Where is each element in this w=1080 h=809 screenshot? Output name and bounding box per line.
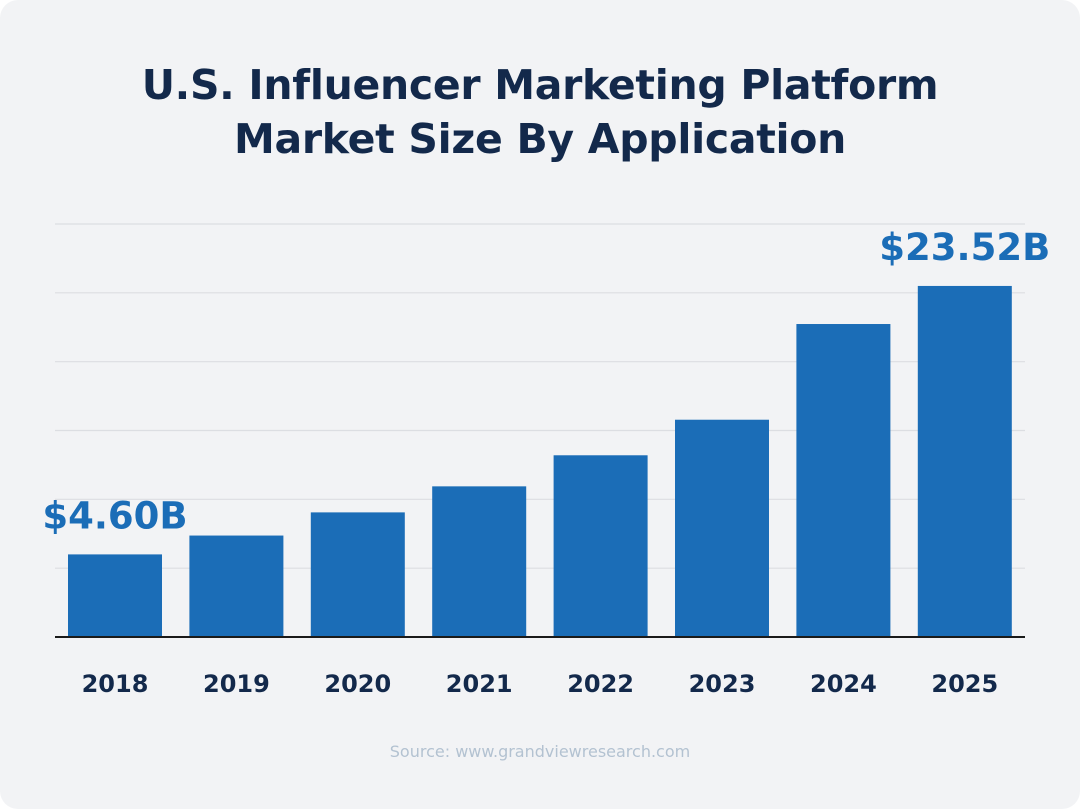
chart-title-line-2: Market Size By Application: [233, 115, 847, 163]
bar-2024: [796, 324, 891, 637]
source-note: Source: www.grandviewresearch.com: [389, 742, 691, 761]
x-tick-label: 2025: [931, 670, 998, 698]
bars: [68, 285, 1012, 637]
data-labels: $4.60B $23.52B: [42, 226, 1050, 537]
bar-2019: [189, 535, 284, 637]
chart-title: U.S. Influencer Marketing Platform Marke…: [0, 58, 1080, 166]
x-tick-label: 2022: [567, 670, 634, 698]
x-tick-label: 2018: [82, 670, 149, 698]
chart-title-line-1: U.S. Influencer Marketing Platform: [141, 61, 939, 109]
x-tick-label: 2019: [203, 670, 270, 698]
bar-2025: [917, 285, 1012, 637]
bar-2018: [68, 554, 162, 637]
bar-2021: [432, 486, 527, 637]
bar-2022: [553, 455, 648, 637]
x-tick-label: 2020: [324, 670, 391, 698]
x-tick-label: 2023: [689, 670, 756, 698]
x-tick-label: 2024: [810, 670, 877, 698]
data-label: $23.52B: [879, 226, 1050, 269]
x-tick-label: 2021: [446, 670, 513, 698]
bar-2023: [675, 419, 769, 637]
bar-2020: [310, 512, 405, 637]
x-tick-labels: 2018 2019 2020 2021 2022 2023 2024 2025: [82, 670, 999, 698]
data-label: $4.60B: [42, 494, 187, 537]
